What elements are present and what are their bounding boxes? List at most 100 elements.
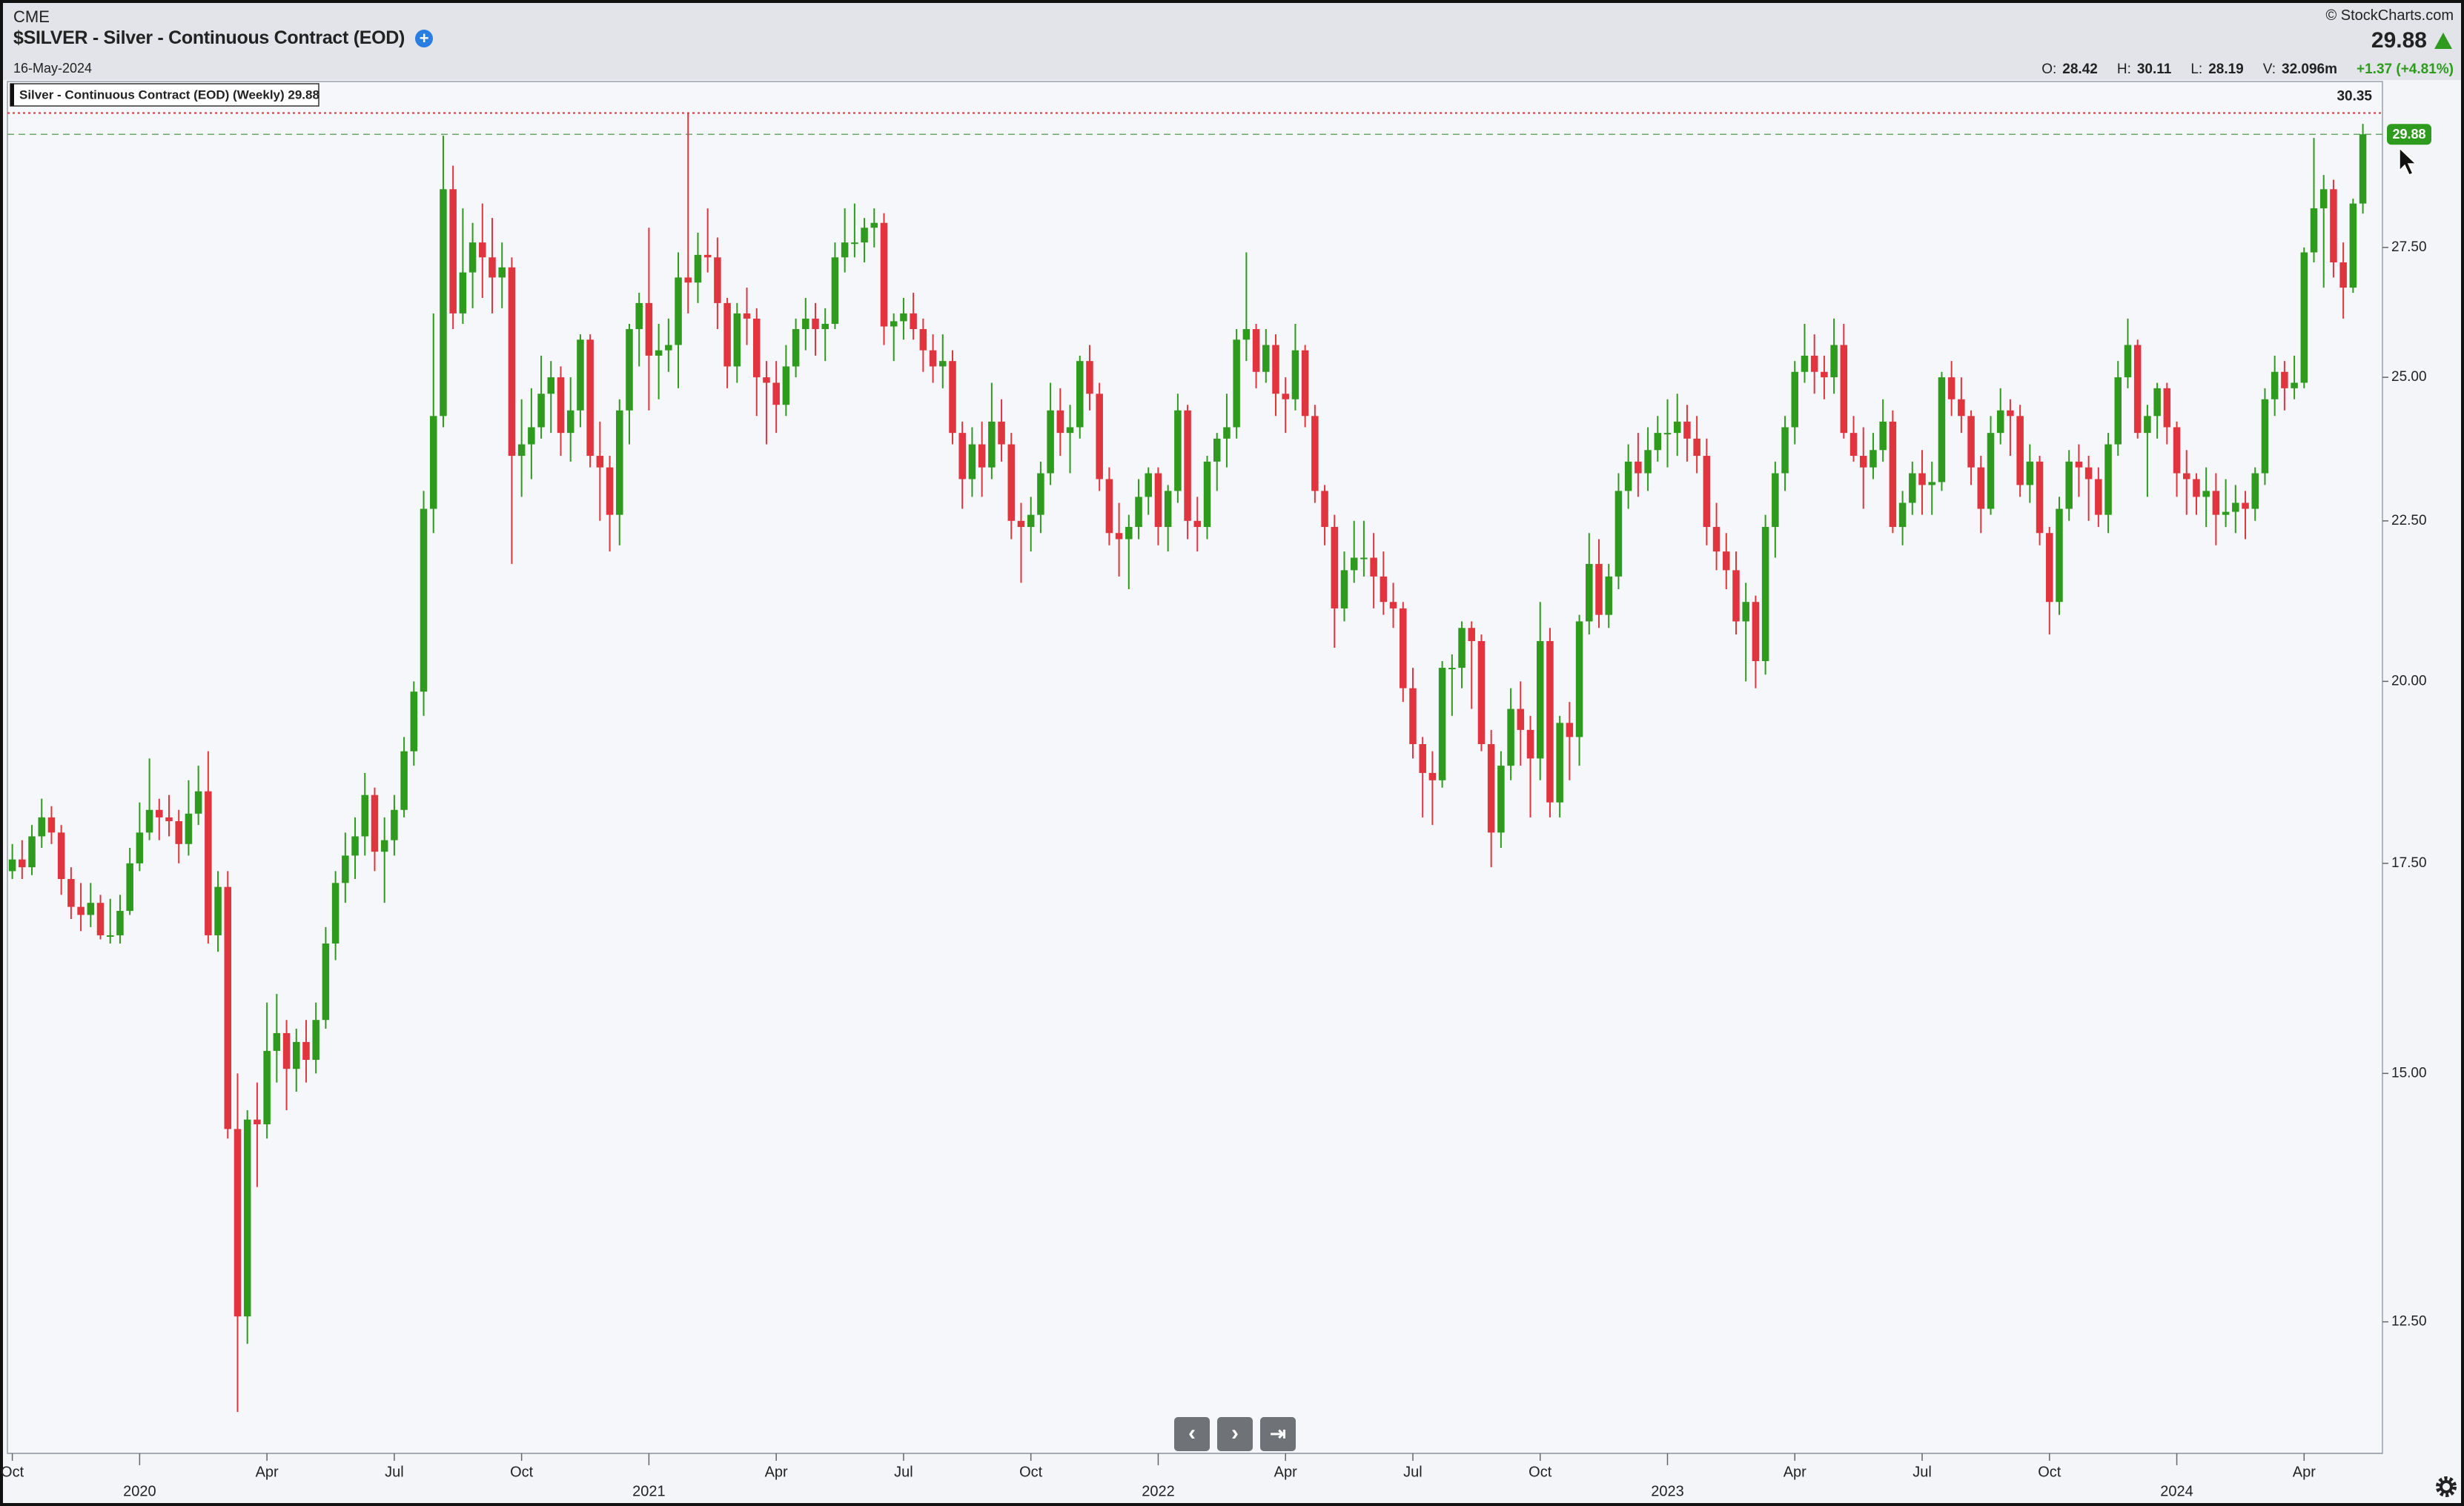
candle-body xyxy=(1526,729,1534,759)
candle-body xyxy=(224,886,232,1130)
candle-body xyxy=(1115,533,1123,540)
candle-body xyxy=(145,809,153,833)
candle-body xyxy=(2193,479,2200,497)
candle-body xyxy=(2182,473,2190,480)
candle-body xyxy=(440,189,447,417)
candle-body xyxy=(1301,350,1309,417)
candle-body xyxy=(38,817,45,837)
candle-body xyxy=(2222,511,2230,515)
candle-body xyxy=(1223,427,1231,439)
candle-body xyxy=(1546,641,1554,803)
candle-body xyxy=(2056,508,2063,603)
x-tick-label: Oct xyxy=(510,1464,534,1480)
candle-body xyxy=(2095,479,2102,515)
candle-body xyxy=(929,350,937,367)
scroll-left-button[interactable]: ‹ xyxy=(1174,1417,1210,1451)
candle-body xyxy=(2271,371,2279,399)
candle-body xyxy=(1174,410,1182,491)
candle-body xyxy=(1801,355,1809,372)
candle-body xyxy=(263,1050,271,1125)
candle-body xyxy=(498,267,506,278)
candle-body xyxy=(2349,203,2357,288)
candle-body xyxy=(1007,444,1016,521)
candle-body xyxy=(1909,473,1916,503)
add-button[interactable]: + xyxy=(415,29,434,47)
x-year-label: 2021 xyxy=(632,1483,666,1499)
candle-body xyxy=(1996,410,2004,434)
candle-body xyxy=(1154,473,1162,527)
last-price-row: 29.88 xyxy=(2371,28,2452,53)
candle-body xyxy=(1898,502,1907,527)
candle-body xyxy=(1047,410,1054,474)
candle-body xyxy=(8,859,16,872)
y-tick-label: 15.00 xyxy=(2391,1065,2427,1081)
candle-body xyxy=(361,795,369,837)
candle-body xyxy=(910,313,917,330)
candle-body xyxy=(714,257,721,303)
candle-body xyxy=(606,467,614,515)
candle-body xyxy=(861,228,868,243)
candle-body xyxy=(919,329,927,351)
candle-body xyxy=(57,832,65,880)
candle-body xyxy=(1958,399,1965,417)
candle-body xyxy=(566,410,574,434)
candle-body xyxy=(1947,377,1955,399)
settings-icon[interactable] xyxy=(2436,1476,2457,1497)
y-tick-label: 25.00 xyxy=(2391,369,2427,385)
candle-body xyxy=(214,886,222,935)
candle-body xyxy=(2144,416,2151,434)
candle-body xyxy=(1663,433,1672,435)
candle-body xyxy=(1164,491,1172,527)
candle-body xyxy=(1586,563,1593,622)
candle-body xyxy=(2036,461,2044,534)
candle-body xyxy=(2016,416,2024,485)
candle-body xyxy=(302,1041,310,1061)
candle-body xyxy=(1624,461,1632,491)
quote-label: L: xyxy=(2190,62,2203,77)
candle-body xyxy=(2153,388,2161,417)
candle-body xyxy=(2124,345,2132,378)
candle-body xyxy=(391,809,398,840)
candle-body xyxy=(1105,479,1113,534)
candle-body xyxy=(1213,438,1221,462)
cursor xyxy=(2399,147,2417,176)
candle-body xyxy=(988,421,996,468)
candle-body xyxy=(841,242,849,258)
candle-body xyxy=(1272,345,1279,394)
candle-body xyxy=(577,339,584,411)
scroll-right-button[interactable]: › xyxy=(1217,1417,1253,1451)
candle-body xyxy=(812,318,819,330)
candle-body xyxy=(116,911,124,935)
candle-body xyxy=(1311,416,1319,491)
candle-body xyxy=(322,943,330,1021)
candle-body xyxy=(1428,772,1437,780)
quote-row: O: 28.42 H: 30.11 L: 28.19 V: 32.096m +1.37 (+4.… xyxy=(2041,62,2454,78)
candle-body xyxy=(1987,433,1995,509)
change: +1.37 (+4.81%) xyxy=(2357,62,2454,77)
scroll-end-button[interactable]: ⇥ xyxy=(1260,1417,1296,1451)
candle-body xyxy=(47,817,56,833)
candle-body xyxy=(1556,723,1563,803)
candle-body xyxy=(1673,421,1681,434)
candle-body xyxy=(2330,189,2337,262)
candle-body xyxy=(1282,394,1289,399)
candle-body xyxy=(821,323,829,330)
candle-body xyxy=(1027,514,1035,527)
candle-body xyxy=(351,836,359,856)
candle-body xyxy=(2026,461,2034,485)
candle-body xyxy=(1605,576,1612,615)
candle-body xyxy=(106,935,114,937)
candle-body xyxy=(1742,602,1749,622)
candle-body xyxy=(2007,410,2014,417)
candle-body xyxy=(635,302,643,330)
last-price-tag-label: 29.88 xyxy=(2392,127,2425,142)
candle-body xyxy=(1830,345,1838,378)
quote-label: V: xyxy=(2262,62,2276,77)
candle-body xyxy=(234,1129,242,1317)
candle-body xyxy=(547,377,555,394)
x-tick-label: Jul xyxy=(894,1464,913,1480)
candle-body xyxy=(1889,421,1897,527)
y-tick-label: 20.00 xyxy=(2391,673,2427,689)
candle-body xyxy=(77,906,85,915)
